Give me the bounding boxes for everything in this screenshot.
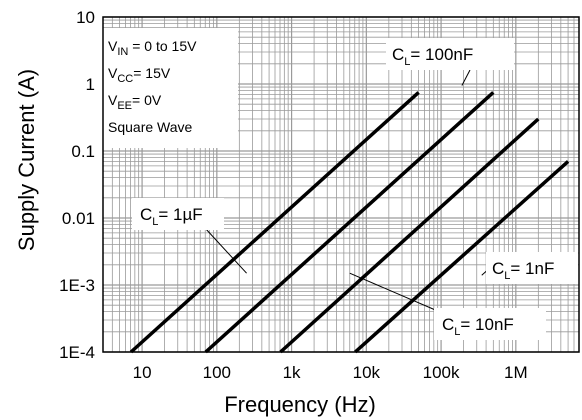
- x-tick-label: 10k: [353, 363, 381, 382]
- callout-c1uf-leader: [204, 227, 247, 274]
- conditions-background: [98, 28, 238, 148]
- callout-c1nf: CL= 1nF: [481, 252, 578, 284]
- series-callouts: CL= 1µF CL= 100nF CL= 10nF CL= 1nF: [132, 38, 578, 340]
- y-tick-label: 0.01: [62, 209, 95, 228]
- x-tick-label: 1k: [283, 363, 301, 382]
- condition-vee: VEE= 0V: [108, 92, 162, 112]
- callout-c10nf-background: [434, 308, 546, 340]
- x-tick-label: 10: [133, 363, 152, 382]
- series-line-c1nf: [354, 160, 570, 354]
- y-tick-label: 1E-4: [59, 343, 95, 362]
- series-line-c10nf: [279, 117, 540, 354]
- series-lines: [129, 91, 570, 354]
- callout-c10nf-leader: [349, 272, 441, 313]
- callout-c1uf-background: [132, 198, 224, 230]
- condition-vin: VIN = 0 to 15V: [108, 38, 197, 58]
- callout-c1nf-label: CL= 1nF: [492, 259, 554, 282]
- y-tick-label: 0.1: [71, 142, 95, 161]
- y-tick-label: 1: [86, 75, 95, 94]
- callout-c100nf-background: [386, 38, 514, 70]
- callout-c1nf-background: [486, 252, 578, 284]
- condition-vcc: VCC= 15V: [108, 65, 171, 85]
- y-axis-title: Supply Current (A): [14, 69, 39, 251]
- plot-frame: [102, 16, 580, 353]
- callout-c1uf: CL= 1µF: [132, 198, 247, 274]
- condition-waveform: Square Wave: [108, 119, 193, 135]
- test-conditions: VIN = 0 to 15V VCC= 15V VEE= 0V Square W…: [98, 28, 238, 148]
- x-axis-title: Frequency (Hz): [224, 392, 376, 417]
- callout-c10nf: CL= 10nF: [349, 272, 546, 340]
- x-axis-ticks: 10 100 1k 10k 100k 1M: [133, 363, 528, 382]
- y-axis-ticks: 10 1 0.1 0.01 1E-3 1E-4: [59, 8, 95, 362]
- callout-c10nf-label: CL= 10nF: [442, 315, 514, 338]
- callout-c1uf-label: CL= 1µF: [140, 205, 203, 228]
- x-tick-label: 1M: [504, 363, 528, 382]
- series-line-c100nf: [204, 91, 495, 354]
- x-tick-label: 100k: [423, 363, 460, 382]
- series-line-c1uf: [129, 91, 420, 354]
- x-tick-label: 100: [203, 363, 231, 382]
- callout-c100nf-label: CL= 100nF: [392, 45, 473, 68]
- y-tick-label: 1E-3: [59, 276, 95, 295]
- callout-c100nf: CL= 100nF: [386, 38, 514, 86]
- y-tick-label: 10: [76, 8, 95, 27]
- callout-c100nf-leader: [461, 69, 471, 86]
